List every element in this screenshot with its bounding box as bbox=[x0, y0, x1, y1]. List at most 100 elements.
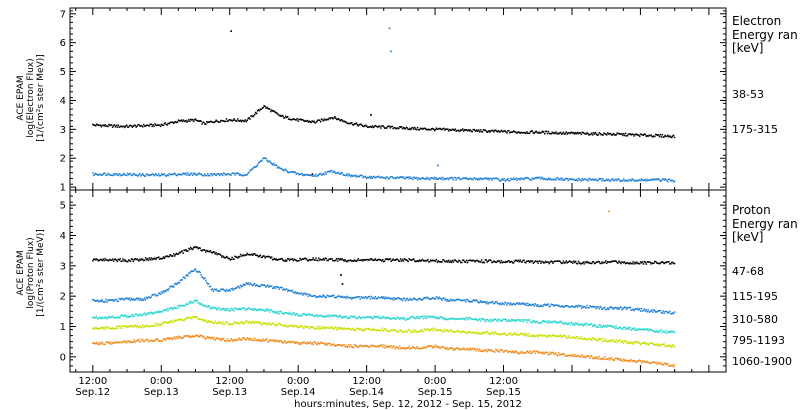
proton-data-point bbox=[181, 337, 184, 339]
proton-data-point bbox=[550, 353, 552, 355]
electron-data-point bbox=[592, 179, 595, 181]
electron-data-point bbox=[537, 132, 539, 134]
proton-data-point bbox=[317, 316, 319, 318]
proton-data-point bbox=[322, 294, 325, 296]
proton-data-point bbox=[177, 281, 180, 284]
proton-data-point bbox=[542, 351, 545, 354]
proton-data-point bbox=[232, 323, 234, 325]
proton-data-point bbox=[446, 318, 449, 321]
electron-data-point bbox=[284, 168, 286, 171]
proton-data-point bbox=[269, 285, 271, 287]
electron-data-point bbox=[514, 131, 517, 133]
electron-data-point bbox=[189, 120, 191, 123]
electron-data-point bbox=[313, 120, 315, 123]
proton-data-point bbox=[664, 345, 666, 347]
electron-data-point bbox=[232, 119, 234, 122]
proton-data-point bbox=[357, 328, 360, 330]
electron-data-point bbox=[122, 173, 124, 176]
proton-data-point bbox=[174, 306, 176, 309]
electron-data-point bbox=[327, 118, 329, 121]
electron-data-point bbox=[286, 170, 288, 172]
proton-data-point bbox=[385, 346, 388, 348]
electron-data-point bbox=[662, 178, 664, 180]
electron-data-point bbox=[94, 173, 96, 176]
proton-data-point bbox=[433, 327, 436, 330]
proton-data-point bbox=[529, 321, 532, 324]
electron-data-point bbox=[663, 179, 665, 181]
electron-data-point bbox=[617, 178, 619, 180]
electron-data-point bbox=[237, 118, 239, 120]
proton-data-point bbox=[265, 338, 267, 341]
proton-data-point bbox=[223, 289, 226, 292]
proton-data-point bbox=[444, 347, 446, 350]
proton-data-point bbox=[503, 261, 505, 263]
electron-data-point bbox=[435, 177, 438, 179]
electron-data-point bbox=[424, 127, 426, 130]
proton-data-point bbox=[115, 298, 118, 301]
proton-data-point bbox=[446, 261, 449, 263]
proton-data-point bbox=[629, 306, 632, 309]
proton-data-point bbox=[663, 330, 665, 333]
electron-data-point bbox=[165, 175, 168, 177]
proton-data-point bbox=[608, 340, 611, 343]
proton-data-point bbox=[380, 330, 382, 332]
proton-data-point bbox=[407, 299, 409, 302]
proton-data-point bbox=[275, 285, 278, 288]
electron-data-point bbox=[546, 132, 549, 135]
proton-data-point bbox=[390, 298, 392, 300]
proton-data-point bbox=[336, 327, 339, 329]
electron-data-point bbox=[527, 132, 530, 134]
proton-data-point bbox=[259, 338, 262, 341]
proton-data-point bbox=[222, 338, 224, 340]
proton-data-point bbox=[227, 340, 230, 342]
proton-data-point bbox=[331, 258, 333, 260]
proton-data-point bbox=[623, 360, 626, 362]
electron-data-point bbox=[290, 171, 293, 173]
proton-data-point bbox=[258, 309, 261, 311]
proton-data-point bbox=[217, 290, 219, 292]
proton-data-point bbox=[355, 260, 358, 263]
proton-data-point bbox=[306, 341, 309, 343]
electron-data-point bbox=[518, 131, 520, 134]
proton-data-point bbox=[570, 337, 572, 339]
proton-data-point bbox=[662, 343, 664, 346]
proton-data-point bbox=[465, 316, 468, 319]
proton-data-point bbox=[626, 360, 629, 362]
electron-data-point bbox=[345, 121, 347, 123]
proton-data-point bbox=[444, 330, 446, 333]
proton-ylabel-line-2: log(Proton Flux) bbox=[26, 237, 36, 308]
proton-data-point bbox=[300, 324, 302, 327]
proton-data-point bbox=[222, 288, 224, 290]
electron-data-point bbox=[608, 133, 611, 135]
proton-data-point bbox=[226, 338, 229, 340]
proton-data-point bbox=[391, 317, 393, 320]
proton-data-point bbox=[430, 315, 433, 317]
electron-data-point bbox=[293, 118, 296, 120]
electron-data-point bbox=[536, 131, 538, 134]
electron-data-point bbox=[664, 134, 666, 137]
proton-data-point bbox=[653, 361, 655, 363]
proton-data-point bbox=[559, 305, 562, 308]
proton-data-point bbox=[102, 326, 104, 329]
electron-data-point bbox=[177, 173, 180, 175]
electron-data-point bbox=[365, 124, 367, 127]
proton-data-point bbox=[317, 259, 319, 262]
electron-data-point bbox=[338, 119, 341, 121]
proton-data-point bbox=[650, 342, 652, 344]
proton-data-point bbox=[643, 360, 646, 363]
proton-data-point bbox=[192, 270, 195, 273]
proton-data-point bbox=[115, 259, 118, 261]
electron-data-point bbox=[353, 123, 356, 125]
proton-data-point bbox=[542, 262, 545, 264]
proton-data-point bbox=[92, 317, 94, 319]
proton-data-point bbox=[248, 320, 250, 323]
proton-data-point bbox=[311, 342, 313, 344]
electron-data-point bbox=[228, 119, 231, 121]
proton-data-point bbox=[242, 322, 245, 324]
proton-data-point bbox=[634, 329, 636, 331]
electron-data-point bbox=[597, 179, 600, 181]
proton-data-point bbox=[199, 247, 201, 249]
x-tick-label-time: 0:00 bbox=[150, 376, 172, 387]
proton-data-point bbox=[180, 337, 183, 339]
proton-data-point bbox=[223, 323, 226, 325]
